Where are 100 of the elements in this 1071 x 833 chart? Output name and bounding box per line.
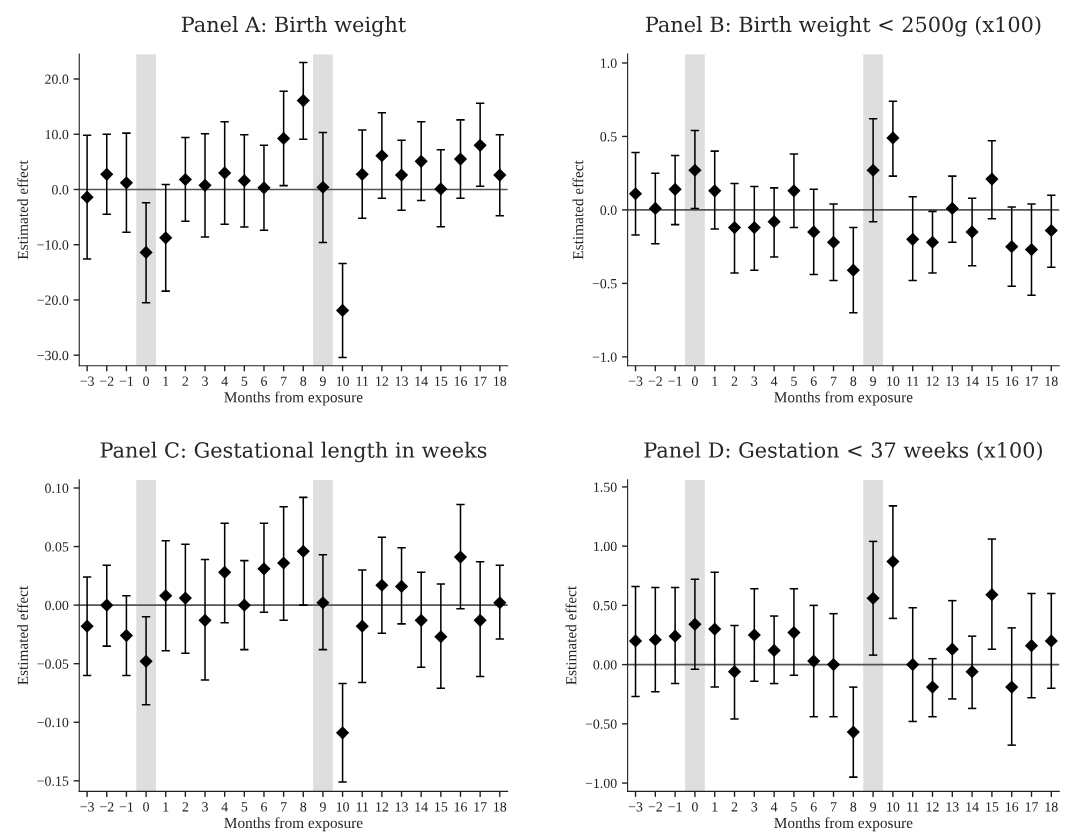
x-tick-label: 3 [202, 376, 208, 386]
x-tick-label: −2 [100, 802, 114, 812]
x-tick-label: 12 [926, 376, 939, 386]
x-tick-label: 0 [691, 802, 698, 812]
y-tick-label: −1.0 [592, 352, 617, 362]
point [198, 613, 212, 627]
x-tick-label: 8 [300, 376, 307, 386]
point [648, 201, 662, 216]
point [218, 565, 232, 579]
point [237, 598, 251, 612]
y-tick-label: −30.0 [37, 350, 69, 361]
point [80, 619, 94, 633]
point [453, 550, 468, 564]
y-tick-label: 10.0 [45, 129, 69, 140]
chart-title: Panel B: Birth weight < 2500g (x100) [645, 16, 1041, 37]
y-tick-label: −20.0 [37, 295, 69, 305]
x-tick-label: 0 [691, 376, 698, 386]
point [316, 180, 330, 194]
x-tick-label: 9 [319, 376, 326, 386]
chart-title: Panel C: Gestational length in weeks [100, 441, 487, 463]
x-tick-label: 5 [241, 802, 248, 812]
x-tick-label: 2 [731, 376, 738, 386]
y-tick-label: −1.00 [585, 778, 617, 789]
x-tick-label: 11 [907, 802, 919, 812]
point [473, 138, 487, 152]
x-tick-label: 16 [1005, 376, 1019, 386]
x-tick-label: 18 [494, 802, 507, 812]
point [316, 596, 330, 610]
x-tick-label: 4 [770, 802, 778, 812]
x-tick-label: 15 [986, 376, 999, 386]
x-tick-label: 12 [376, 376, 389, 386]
point [178, 591, 192, 605]
x-tick-label: 1 [712, 376, 718, 386]
x-tick-label: 17 [1025, 802, 1039, 812]
point [198, 178, 212, 192]
x-tick-label: 17 [1025, 376, 1039, 386]
x-tick-label: −1 [668, 376, 682, 386]
point [394, 168, 409, 182]
point [257, 562, 271, 576]
point [688, 617, 702, 631]
y-tick-label: 0.00 [593, 660, 617, 670]
point [1024, 639, 1039, 653]
x-tick-label: 11 [356, 802, 369, 812]
y-tick-label: 0.10 [45, 483, 69, 494]
point [100, 167, 114, 181]
x-tick-label: 11 [356, 376, 369, 386]
x-tick-label: 0 [143, 802, 150, 812]
x-tick-label: 16 [454, 802, 468, 812]
point [100, 598, 114, 612]
x-tick-label: 5 [791, 376, 797, 386]
x-tick-label: 7 [281, 376, 287, 386]
point [688, 163, 702, 177]
point [394, 579, 409, 593]
point [1005, 680, 1019, 694]
point [473, 613, 487, 627]
x-tick-label: 16 [1005, 802, 1019, 812]
point [965, 665, 979, 679]
x-tick-label: 17 [474, 376, 487, 386]
point [1024, 243, 1039, 257]
x-tick-label: 13 [946, 376, 959, 386]
x-tick-label: 2 [182, 802, 189, 812]
x-tick-label: 1 [163, 376, 169, 386]
point [1044, 634, 1058, 648]
y-axis-title: Estimated effect [17, 585, 29, 685]
y-tick-label: 0.50 [593, 600, 617, 611]
point [846, 263, 860, 277]
point [414, 613, 428, 627]
x-tick-label: 0 [143, 376, 150, 386]
point [628, 634, 643, 648]
x-tick-label: 15 [435, 802, 448, 812]
point [296, 93, 310, 108]
x-tick-label: 4 [770, 376, 778, 386]
x-tick-label: −1 [668, 802, 682, 812]
point [767, 643, 781, 657]
x-tick-label: −1 [119, 802, 133, 812]
point [866, 591, 880, 605]
x-tick-label: 14 [415, 376, 428, 386]
point [985, 172, 999, 186]
point [80, 190, 94, 204]
x-tick-label: 3 [202, 802, 208, 812]
x-tick-label: 14 [415, 802, 428, 812]
x-tick-label: 3 [751, 802, 758, 812]
y-tick-label: 1.00 [594, 541, 617, 552]
point [277, 556, 291, 570]
point [139, 654, 153, 668]
x-tick-label: 7 [830, 376, 837, 386]
point [434, 630, 448, 644]
x-tick-label: 13 [395, 802, 408, 812]
x-tick-label: 16 [454, 376, 468, 386]
x-tick-label: 6 [261, 376, 268, 386]
x-tick-label: −1 [119, 376, 133, 386]
point [257, 181, 271, 195]
point [925, 680, 940, 694]
point [866, 163, 880, 177]
x-tick-label: 4 [221, 376, 228, 386]
y-tick-label: −10.0 [37, 240, 69, 250]
point [434, 182, 448, 196]
point [119, 176, 134, 190]
point [906, 232, 920, 246]
x-tick-label: 4 [221, 802, 228, 812]
